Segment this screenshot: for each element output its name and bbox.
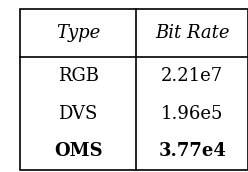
Text: RGB: RGB bbox=[58, 67, 99, 85]
Text: DVS: DVS bbox=[59, 105, 98, 122]
Text: 1.96e5: 1.96e5 bbox=[161, 105, 223, 122]
Text: Bit Rate: Bit Rate bbox=[155, 24, 229, 42]
Text: 2.21e7: 2.21e7 bbox=[161, 67, 223, 85]
Text: Type: Type bbox=[56, 24, 100, 42]
Text: 3.77e4: 3.77e4 bbox=[158, 142, 226, 160]
Text: OMS: OMS bbox=[54, 142, 102, 160]
